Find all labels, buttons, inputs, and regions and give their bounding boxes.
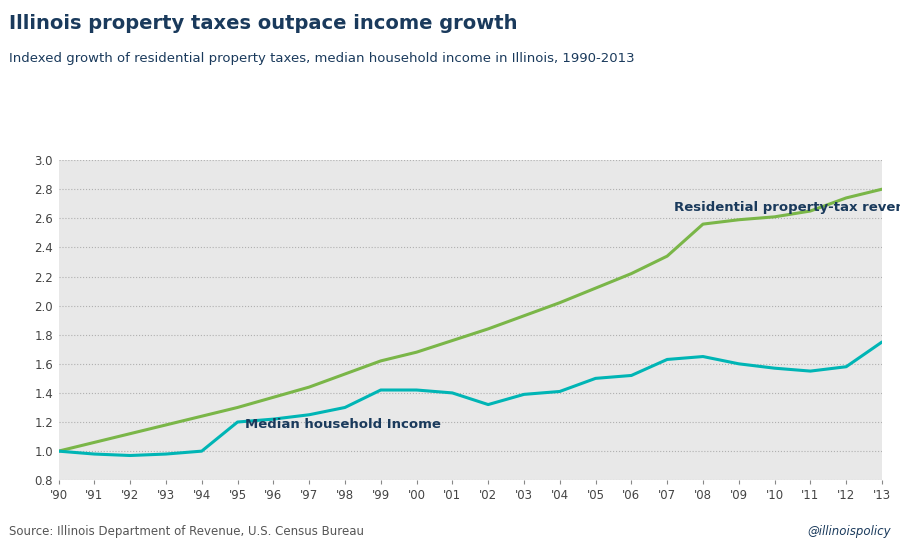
Text: Median household Income: Median household Income <box>245 418 441 431</box>
Text: Illinois property taxes outpace income growth: Illinois property taxes outpace income g… <box>9 14 518 33</box>
Text: Source: Illinois Department of Revenue, U.S. Census Bureau: Source: Illinois Department of Revenue, … <box>9 525 364 538</box>
Text: @illinoispolicy: @illinoispolicy <box>807 525 891 538</box>
Text: Residential property-tax revenues: Residential property-tax revenues <box>674 201 900 214</box>
Text: Indexed growth of residential property taxes, median household income in Illinoi: Indexed growth of residential property t… <box>9 52 634 66</box>
